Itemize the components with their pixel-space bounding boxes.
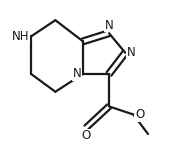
Text: N: N	[127, 46, 136, 59]
Text: N: N	[105, 19, 113, 32]
Text: O: O	[82, 129, 91, 142]
Text: O: O	[135, 108, 144, 121]
Text: NH: NH	[12, 30, 29, 43]
Text: N: N	[73, 67, 81, 80]
